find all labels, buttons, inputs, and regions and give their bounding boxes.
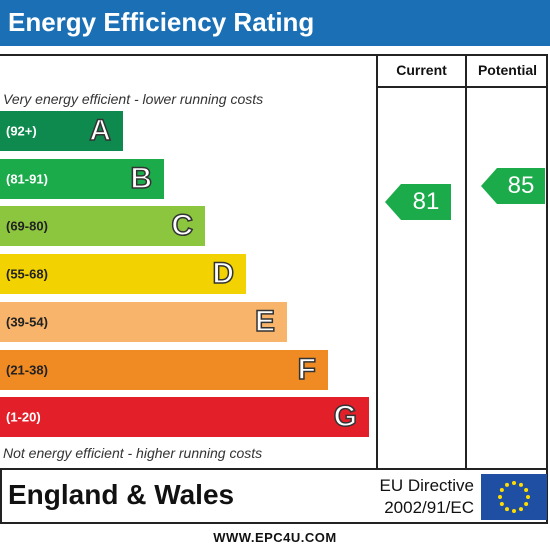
band-f-range: (21-38)	[6, 362, 48, 377]
title-bar: Energy Efficiency Rating	[0, 0, 550, 46]
eu-flag-star	[498, 495, 502, 499]
current-column-divider	[376, 54, 378, 470]
band-c-letter: C	[171, 209, 194, 244]
chart-frame	[0, 54, 548, 470]
eu-directive-line1: EU Directive	[379, 476, 474, 495]
band-f-letter: F	[297, 352, 317, 387]
potential-rating-value: 85	[507, 172, 535, 199]
band-g-range: (1-20)	[6, 409, 41, 425]
band-b: (81-91) B	[0, 158, 164, 199]
band-e: (39-54) E	[0, 301, 287, 342]
potential-rating-arrow: 85	[481, 168, 545, 204]
eu-flag-star	[524, 488, 529, 492]
bottom-note: Not energy efficient - higher running co…	[3, 445, 263, 461]
current-column-header: Current	[396, 62, 447, 78]
footer-box	[0, 470, 548, 524]
band-d-letter: D	[212, 256, 235, 291]
eu-flag-star	[505, 482, 509, 487]
eu-flag-star	[499, 488, 504, 492]
region-label: England & Wales	[8, 479, 235, 510]
potential-column-header: Potential	[477, 62, 538, 78]
eu-flag-star	[526, 495, 530, 499]
eu-directive: EU Directive 2002/91/EC	[360, 475, 474, 519]
eu-flag-star	[499, 502, 504, 506]
top-note: Very energy efficient - lower running co…	[3, 91, 264, 107]
eu-flag-star	[519, 482, 523, 487]
eu-flag-star	[524, 502, 529, 506]
eu-flag-icon	[481, 474, 547, 520]
eu-directive-line2: 2002/91/EC	[384, 498, 474, 517]
current-rating-arrow: 81	[385, 184, 451, 220]
header-divider	[377, 86, 548, 88]
band-b-range: (81-91)	[6, 171, 48, 187]
band-e-range: (39-54)	[6, 314, 48, 330]
current-arrow-shape	[385, 184, 451, 220]
eu-flag-star	[519, 507, 523, 512]
band-c-range: (69-80)	[6, 218, 48, 234]
band-d: (55-68) D	[0, 254, 246, 295]
potential-column-divider	[465, 54, 467, 470]
eu-flag-star	[512, 509, 516, 513]
band-f: (21-38) F	[0, 349, 328, 390]
band-g-letter: G	[333, 399, 358, 434]
band-a-range: (92+)	[6, 123, 37, 139]
band-b-letter: B	[130, 161, 153, 196]
chart-title: Energy Efficiency Rating	[8, 7, 315, 37]
band-d-range: (55-68)	[6, 266, 48, 282]
band-c: (69-80) C	[0, 206, 205, 247]
potential-arrow-shape	[481, 168, 545, 204]
band-a: (92+) A	[0, 111, 123, 151]
website-label: WWW.EPC4U.COM	[213, 530, 337, 545]
band-e-letter: E	[254, 304, 276, 339]
eu-flag-star	[505, 507, 509, 512]
band-g: (1-20) G	[0, 397, 369, 438]
current-rating-value: 81	[412, 188, 440, 215]
eu-flag-star	[512, 481, 516, 485]
band-a-letter: A	[89, 113, 112, 148]
